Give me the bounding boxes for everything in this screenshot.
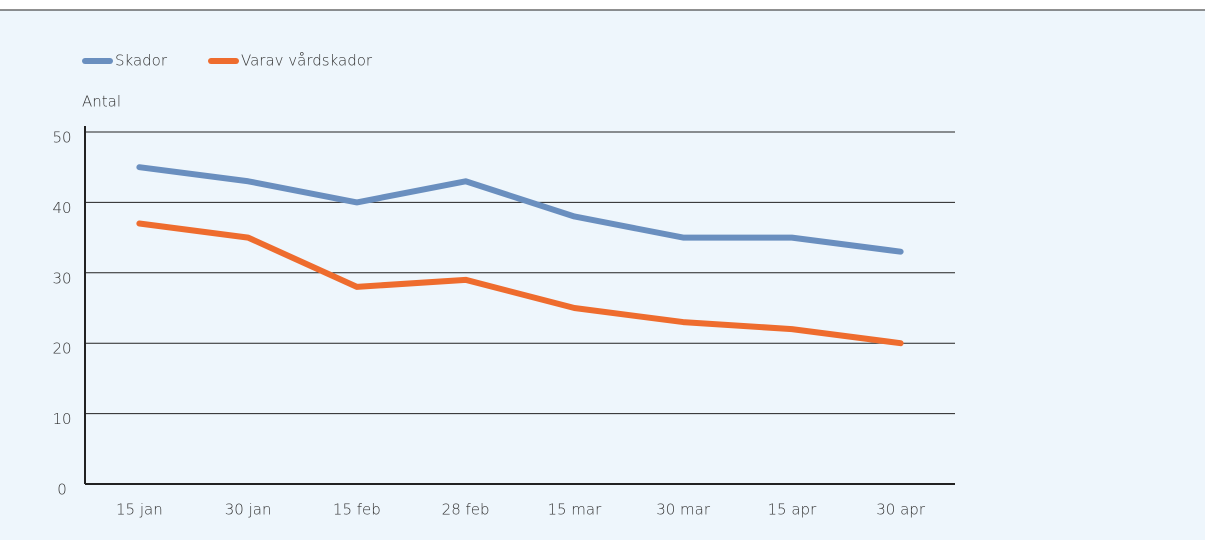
y-tick-label: 40 [52,199,71,217]
x-tick-label: 30 jan [225,501,272,519]
x-tick-label: 28 feb [442,501,490,519]
y-tick-label: 20 [52,340,71,358]
background [0,10,1205,540]
x-tick-label: 30 apr [876,501,926,519]
x-tick-label: 30 mar [656,501,711,519]
series-line [136,220,904,347]
y-tick-label: 10 [52,410,71,428]
y-axis-label: Antal [82,93,121,111]
series-line [136,164,904,255]
x-tick-label: 15 apr [768,501,818,519]
legend-label: Skador [115,52,168,70]
y-tick-label: 30 [52,269,71,287]
legend-label: Varav vårdskador [241,52,373,70]
x-tick-label: 15 mar [547,501,602,519]
y-tick-label: 50 [52,129,71,147]
x-tick-label: 15 jan [116,501,163,519]
y-tick-label: 0 [57,481,67,499]
x-tick-label: 15 feb [333,501,381,519]
